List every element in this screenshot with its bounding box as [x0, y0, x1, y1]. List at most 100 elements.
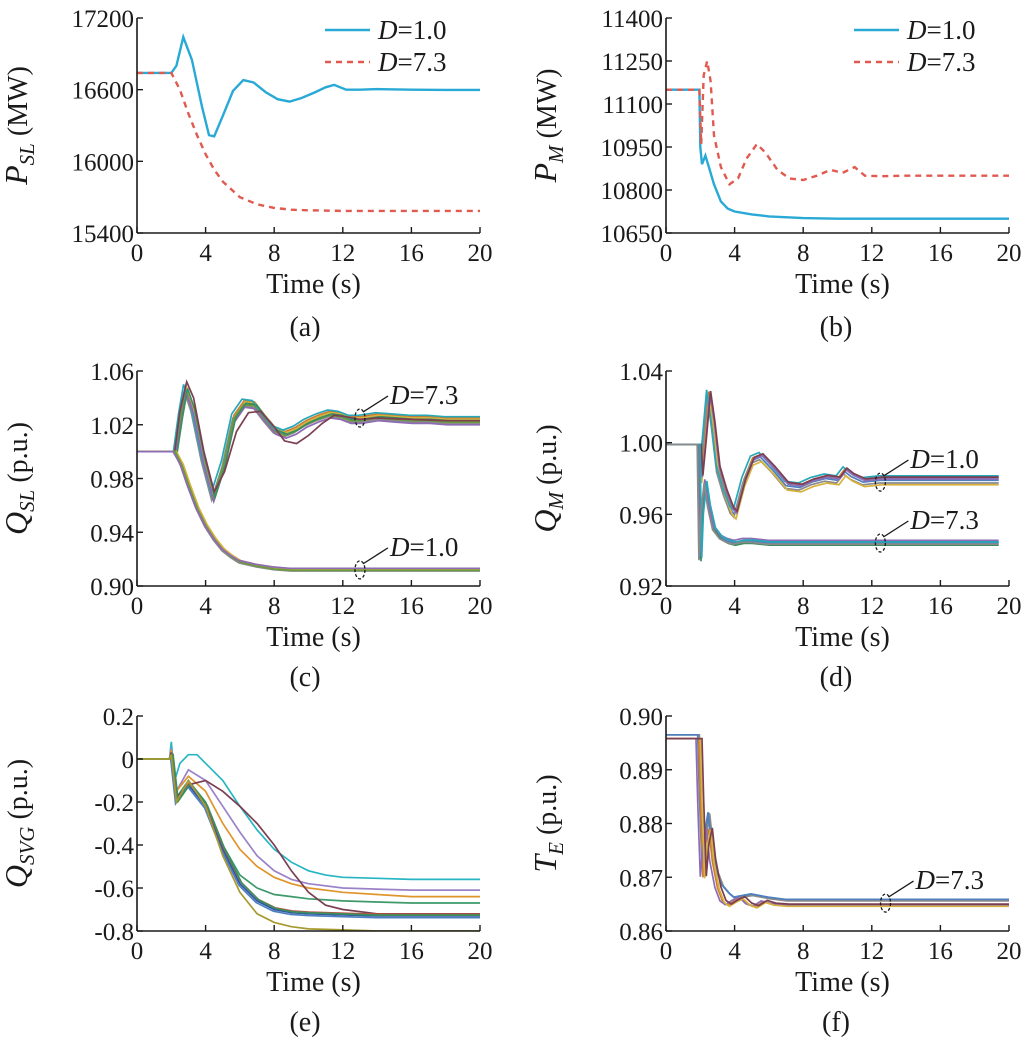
y-tick-label-a: 17200	[72, 6, 135, 33]
x-tick-label-f: 20	[997, 938, 1022, 965]
y-axis-label-subscript: SL	[15, 490, 39, 512]
panel-d: 0 4 8 12 16 20 0.92 0.96 1.00 1.04 Time (s) (d) QM (…	[527, 359, 1022, 693]
y-tick-label-b: 11100	[602, 92, 663, 119]
annotation-ellipse-d-2	[874, 533, 887, 553]
x-axis-label-b: Time (s)	[795, 269, 890, 300]
y-tick-label-e: -0.8	[94, 919, 134, 946]
panel-b: 0 4 8 12 16 20 10650 10800 10950 11100 11250 11400 T…	[527, 6, 1022, 343]
y-tick-label-c: 1.02	[90, 413, 134, 440]
y-tick-label-e: -0.4	[94, 833, 134, 860]
x-tick-label-c: 20	[468, 593, 493, 620]
series-line-a-1	[137, 33, 480, 138]
series-line-c-1-6	[137, 384, 480, 497]
series-line-e-4-1	[137, 752, 480, 904]
annotation-label-f-1: D=7.3	[915, 865, 984, 895]
y-tick-label-a: 15400	[72, 221, 135, 248]
x-axis-label-d: Time (s)	[795, 622, 890, 653]
series-line-d-2-4	[666, 443, 999, 559]
y-tick-label-c: 0.90	[90, 574, 134, 601]
y-tick-label-e: 0	[122, 747, 135, 774]
annotation-leader-c-1	[362, 395, 389, 413]
y-tick-label-b: 11400	[601, 6, 663, 33]
y-axis-label-symbol: P	[527, 163, 563, 184]
x-tick-label-c: 4	[199, 593, 212, 620]
x-axis-label-f: Time (s)	[795, 967, 890, 998]
y-axis-label-subscript: E	[544, 842, 568, 856]
plot-area-e	[137, 741, 480, 931]
panel-e: 0 4 8 12 16 20 -0.8 -0.6 -0.4 -0.2 0 0.2 Time (s) (e)…	[0, 704, 493, 1038]
y-tick-label-f: 0.87	[619, 865, 663, 892]
y-axis-label-subscript: SVG	[15, 827, 39, 866]
x-tick-label-a: 16	[399, 240, 424, 267]
panel-a: 0 4 8 12 16 20 15400 16000 16600 17200 Time (s) (a)…	[0, 6, 493, 343]
y-axis-label-unit: (p.u.)	[532, 774, 563, 842]
x-tick-label-b: 0	[660, 240, 673, 267]
annotation-ellipse-c-1	[354, 408, 366, 428]
panel-c: 0 4 8 12 16 20 0.90 0.94 0.98 1.02 1.06 Time (s) (c)…	[0, 359, 493, 693]
y-tick-label-f: 0.86	[619, 919, 663, 946]
y-tick-label-f: 0.90	[619, 704, 663, 731]
y-axis-label-unit: (MW)	[3, 66, 34, 143]
x-tick-label-f: 0	[660, 938, 673, 965]
x-tick-label-a: 4	[199, 240, 212, 267]
x-tick-label-a: 0	[131, 240, 144, 267]
x-tick-label-b: 4	[728, 240, 741, 267]
series-line-c-2-1	[137, 379, 480, 495]
y-axis-label-unit: (MW)	[532, 68, 563, 145]
annotation-ellipse-c-2	[354, 560, 366, 580]
x-tick-label-d: 0	[660, 593, 673, 620]
y-tick-label-d: 0.92	[619, 574, 663, 601]
y-tick-label-c: 0.98	[90, 467, 134, 494]
plot-area-d	[666, 389, 999, 562]
y-axis-label-e: QSVG (p.u.)	[0, 759, 39, 888]
y-axis-label-symbol: Q	[0, 512, 34, 535]
x-tick-label-f: 4	[728, 938, 741, 965]
plot-area-c	[137, 379, 480, 572]
series-line-f-2-3	[666, 737, 1009, 909]
x-axis-label-a: Time (s)	[266, 269, 361, 300]
y-tick-label-b: 11250	[601, 49, 663, 76]
x-tick-label-f: 8	[797, 938, 810, 965]
x-tick-label-e: 12	[330, 938, 355, 965]
y-axis-label-d: QM (p.u.)	[527, 424, 568, 532]
x-tick-label-d: 12	[859, 593, 884, 620]
x-tick-label-d: 8	[797, 593, 810, 620]
y-tick-label-a: 16600	[72, 78, 135, 105]
x-tick-label-c: 16	[399, 593, 424, 620]
x-axis-label-c: Time (s)	[266, 622, 361, 653]
annotation-label-c-1: D=7.3	[389, 380, 458, 410]
annotation-label-d-1: D=1.0	[909, 444, 978, 474]
annotation-leader-d-1	[883, 459, 909, 477]
y-tick-label-b: 10650	[601, 221, 664, 248]
y-axis-label-unit: (p.u.)	[3, 759, 34, 827]
plot-area-b	[666, 60, 1009, 220]
series-line-c-3-6	[137, 450, 480, 570]
panel-label-f: (f)	[822, 1007, 850, 1038]
panel-label-d: (d)	[820, 662, 853, 693]
y-axis-label-unit: (p.u.)	[3, 422, 34, 490]
legend-label-a-2: D=7.3	[377, 47, 446, 77]
x-tick-label-d: 16	[928, 593, 953, 620]
annotation-ellipse-f-1	[879, 893, 892, 913]
x-tick-label-f: 12	[859, 938, 884, 965]
y-tick-label-c: 0.94	[90, 520, 134, 547]
x-tick-label-d: 4	[728, 593, 741, 620]
y-axis-label-symbol: Q	[0, 865, 34, 888]
y-axis-label-f: TE (p.u.)	[527, 774, 568, 872]
y-axis-label-symbol: T	[527, 853, 563, 873]
series-line-c-1-7	[137, 392, 480, 505]
y-axis-label-symbol: Q	[527, 510, 563, 533]
panel-label-e: (e)	[289, 1007, 320, 1038]
x-tick-label-e: 0	[131, 938, 144, 965]
x-axis-label-e: Time (s)	[266, 967, 361, 998]
y-tick-label-b: 10800	[601, 178, 664, 205]
series-line-e-2-1	[137, 748, 480, 891]
series-line-d-1-4	[666, 398, 999, 521]
y-axis-label-c: QSL (p.u.)	[0, 422, 39, 535]
y-tick-label-e: 0.2	[103, 704, 134, 731]
x-tick-label-c: 0	[131, 593, 144, 620]
y-axis-label-unit: (p.u.)	[532, 424, 563, 492]
x-tick-label-e: 8	[268, 938, 281, 965]
y-axis-label-subscript: SL	[15, 143, 39, 165]
